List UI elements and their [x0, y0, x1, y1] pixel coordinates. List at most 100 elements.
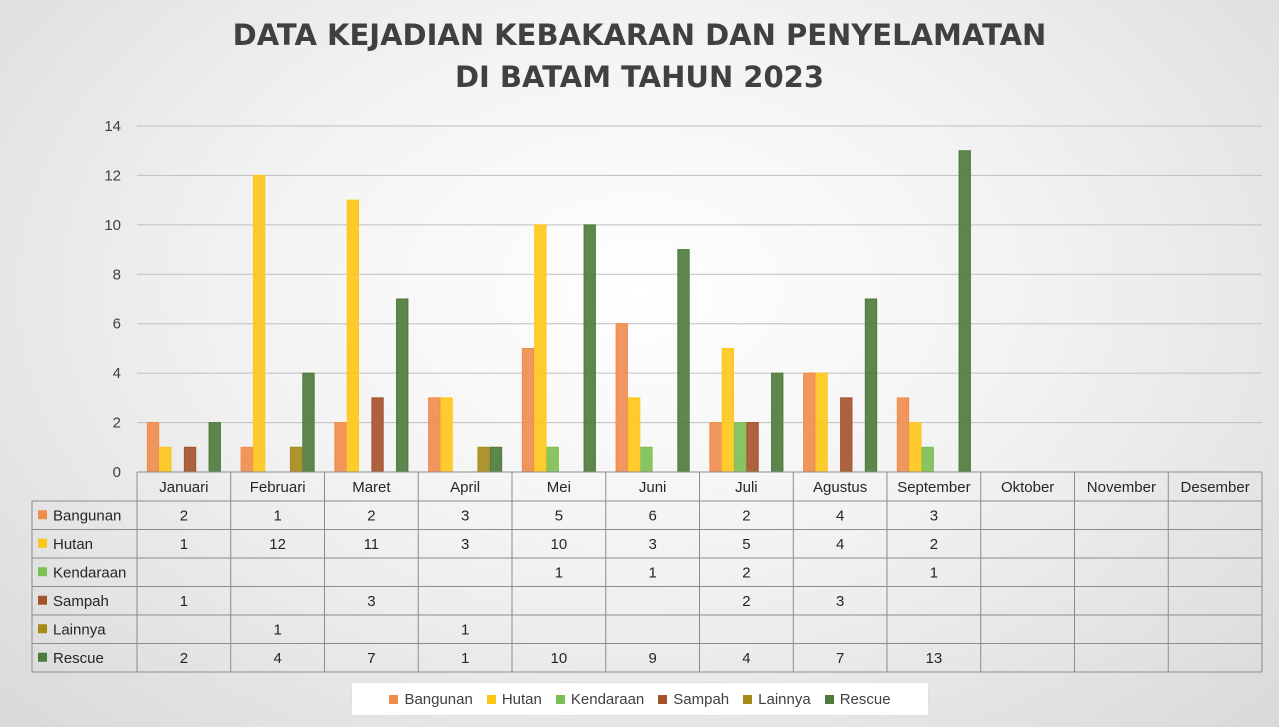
data-label: 2 [930, 536, 938, 553]
legend-item-lainnya: Lainnya [743, 691, 811, 708]
data-label: 5 [555, 507, 563, 524]
y-tick-label: 12 [104, 167, 121, 184]
data-label: 1 [648, 564, 656, 581]
table-legend-swatch [38, 510, 47, 520]
bar-hutan-agustus [815, 372, 828, 473]
x-tick-label: Januari [159, 479, 208, 496]
y-tick-label: 14 [104, 118, 121, 135]
legend-swatch [486, 694, 496, 704]
bar-bangunan-mei [521, 347, 535, 473]
data-label: 5 [742, 536, 750, 553]
bar-kendaraan-juni [640, 446, 653, 473]
data-label: 1 [180, 593, 188, 610]
bars [146, 150, 971, 473]
bar-lainnya-april [477, 446, 490, 473]
table-legend-swatch [38, 567, 47, 577]
legend-label: Kendaraan [570, 690, 645, 708]
data-label: 4 [273, 650, 281, 667]
data-label: 4 [742, 650, 750, 667]
data-label: 1 [930, 564, 938, 581]
data-label: 1 [555, 564, 563, 581]
y-tick-label: 2 [113, 415, 121, 432]
x-tick-label: November [1087, 479, 1156, 496]
table-legend-swatch [38, 652, 47, 662]
data-label: 2 [742, 507, 750, 524]
bar-rescue-juli [771, 372, 784, 473]
data-label: 7 [836, 650, 844, 667]
x-tick-label: April [450, 479, 480, 496]
x-tick-label: Mei [547, 479, 571, 496]
y-tick-label: 0 [113, 464, 121, 481]
legend-swatch [743, 694, 753, 704]
bar-hutan-mei [534, 224, 547, 473]
bar-bangunan-februari [240, 446, 253, 473]
bar-bangunan-juli [709, 422, 722, 473]
bar-bangunan-maret [334, 422, 347, 473]
bar-rescue-mei [583, 224, 596, 473]
table-series-label: Kendaraan [53, 564, 126, 581]
bar-hutan-juni [627, 397, 641, 473]
legend-swatch [389, 694, 399, 704]
data-label: 12 [269, 536, 286, 553]
bar-bangunan-januari [146, 422, 160, 473]
bar-sampah-agustus [840, 397, 853, 473]
table-legend-swatch [38, 624, 47, 634]
bar-sampah-maret [371, 397, 384, 473]
data-label: 3 [648, 536, 656, 553]
bar-rescue-april [489, 446, 503, 473]
legend-label: Hutan [501, 690, 542, 708]
bar-rescue-januari [208, 422, 221, 473]
bar-rescue-februari [302, 372, 315, 473]
bar-kendaraan-mei [546, 446, 559, 473]
bar-hutan-juli [721, 347, 735, 473]
data-label: 10 [551, 650, 568, 667]
data-label: 6 [648, 507, 656, 524]
y-tick-label: 4 [113, 365, 121, 382]
bar-hutan-september [909, 422, 922, 473]
x-tick-label: Juli [735, 479, 758, 496]
bar-rescue-maret [396, 298, 409, 473]
legend-label: Bangunan [404, 690, 473, 708]
chart-title: DATA KEJADIAN KEBAKARAN DAN PENYELAMATAN… [0, 14, 1279, 98]
x-tick-label: Desember [1181, 479, 1250, 496]
data-label: 3 [930, 507, 938, 524]
bar-bangunan-juni [615, 323, 628, 473]
data-label: 3 [461, 507, 469, 524]
table-series-label: Lainnya [53, 621, 106, 638]
x-tick-label: September [897, 479, 970, 496]
legend-item-sampah: Sampah [658, 691, 729, 708]
y-axis-ticks: 0 2 4 6 8 10 12 14 [104, 118, 121, 481]
legend-label: Sampah [673, 690, 730, 708]
chart-title-line-1: DATA KEJADIAN KEBAKARAN DAN PENYELAMATAN [232, 18, 1047, 52]
bar-sampah-januari [183, 446, 197, 473]
table-legend-swatch [38, 595, 47, 605]
data-label: 3 [461, 536, 469, 553]
legend-item-rescue: Rescue [824, 691, 891, 708]
table-series-label: Rescue [53, 650, 104, 667]
x-tick-label: Agustus [813, 479, 867, 496]
chart-title-line-2: DI BATAM TAHUN 2023 [454, 60, 825, 94]
data-label: 11 [364, 536, 380, 553]
data-label: 3 [836, 593, 844, 610]
data-label: 10 [551, 536, 568, 553]
bar-sampah-juli [746, 422, 759, 473]
y-tick-label: 8 [113, 266, 121, 283]
data-label: 3 [367, 593, 375, 610]
bar-bangunan-september [896, 397, 910, 473]
data-label: 2 [742, 593, 750, 610]
data-label: 4 [836, 536, 844, 553]
bar-bangunan-april [428, 397, 441, 473]
data-label: 2 [742, 564, 750, 581]
data-table: Januari Februari Maret April Mei Juni Juli Agus… [31, 471, 1263, 673]
table-series-label: Hutan [53, 536, 93, 553]
data-label: 1 [273, 507, 281, 524]
data-label: 1 [461, 650, 469, 667]
table-series-label: Sampah [53, 593, 109, 610]
data-label: 2 [180, 507, 188, 524]
data-label: 9 [648, 650, 656, 667]
table-legend-swatch [38, 538, 47, 548]
data-label: 7 [367, 650, 375, 667]
bar-bangunan-agustus [803, 372, 816, 473]
legend-item-hutan: Hutan [486, 690, 542, 708]
